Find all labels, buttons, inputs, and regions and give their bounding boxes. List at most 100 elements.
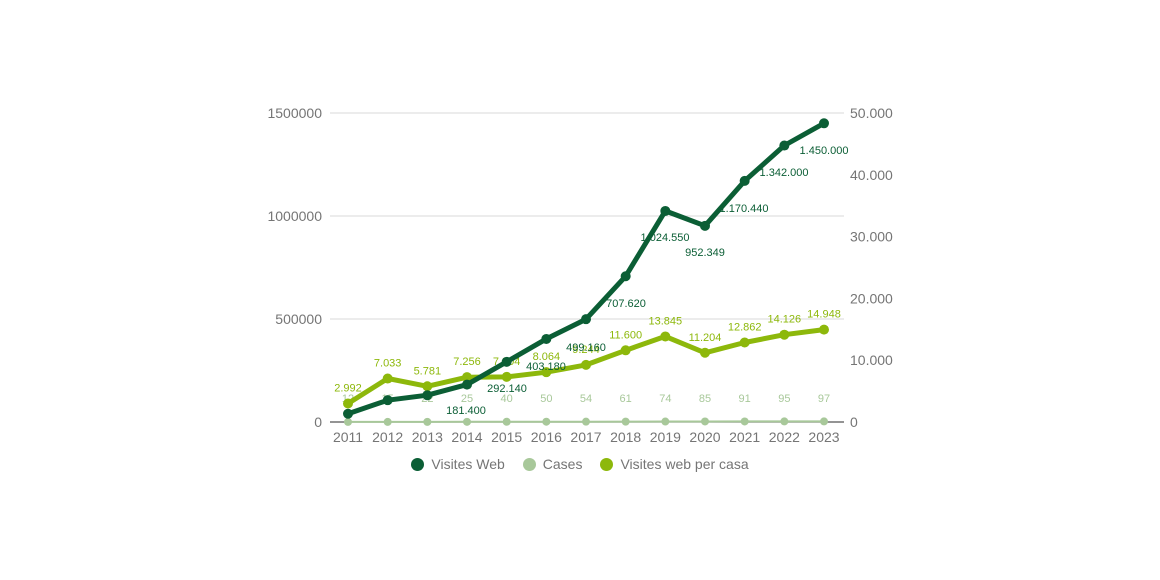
data-point — [343, 398, 353, 409]
legend-item-visites-web-per-casa[interactable]: Visites web per casa — [600, 456, 749, 472]
data-point — [502, 417, 511, 426]
data-point — [581, 359, 591, 370]
y-right-tick-label: 0 — [850, 414, 858, 430]
data-point — [343, 408, 353, 419]
data-label: 54 — [580, 393, 592, 405]
legend-swatch-cases — [522, 457, 536, 471]
data-label: 9.244 — [572, 344, 600, 356]
data-label: 50 — [540, 393, 552, 405]
data-label: 7.033 — [374, 358, 402, 370]
data-point — [501, 356, 512, 367]
y-left-tick-label: 1500000 — [267, 105, 322, 121]
data-label: 25 — [461, 393, 473, 405]
data-label: 1.450.000 — [800, 145, 849, 157]
data-point — [582, 417, 590, 426]
legend-label-cases: Cases — [542, 456, 583, 472]
data-label: 292.140 — [487, 383, 527, 395]
data-point — [463, 417, 471, 426]
y-right-tick-label: 30.000 — [850, 229, 893, 245]
data-point — [501, 371, 512, 382]
data-point — [462, 379, 472, 390]
y-right-tick-label: 50.000 — [850, 105, 893, 121]
data-label: 12.862 — [728, 322, 762, 334]
data-label: 11.600 — [609, 329, 642, 341]
x-tick-label: 2016 — [531, 429, 562, 445]
data-point — [780, 417, 789, 426]
data-point — [779, 329, 790, 340]
data-point — [700, 220, 710, 231]
x-tick-label: 2017 — [570, 429, 601, 445]
y-right-tick-label: 40.000 — [850, 167, 893, 183]
data-point — [344, 417, 352, 426]
y-right-tick-label: 10.000 — [850, 352, 893, 368]
x-tick-label: 2011 — [333, 429, 363, 445]
data-point — [462, 372, 472, 383]
data-label: 91 — [739, 393, 751, 405]
data-label: 952.349 — [685, 247, 725, 259]
data-point — [739, 337, 750, 348]
data-label: 14.126 — [768, 314, 802, 326]
legend-label-visites-web-per-casa: Visites web per casa — [620, 456, 749, 472]
data-label: 1.342.000 — [760, 167, 809, 179]
data-label: 1.170.440 — [720, 203, 769, 215]
data-point — [779, 140, 790, 151]
data-label: 7.256 — [453, 356, 481, 368]
data-point — [820, 417, 828, 426]
legend-swatch-visites-web — [411, 457, 425, 471]
x-tick-label: 2012 — [372, 429, 403, 445]
legend-item-visites-web[interactable]: Visites Web — [411, 456, 505, 472]
data-point — [620, 345, 631, 356]
data-point — [701, 417, 709, 426]
data-point — [422, 390, 433, 401]
data-label: 403.180 — [526, 361, 566, 373]
data-point — [660, 205, 671, 216]
data-label: 2.992 — [334, 383, 362, 395]
data-point — [581, 314, 591, 325]
data-label: 181.400 — [446, 405, 486, 417]
data-label: 74 — [659, 393, 671, 405]
data-label: 5.781 — [414, 365, 442, 377]
data-label: 61 — [620, 393, 632, 405]
x-tick-label: 2023 — [808, 429, 839, 445]
data-point — [541, 367, 552, 378]
data-point — [620, 271, 631, 282]
data-label: 40 — [501, 393, 513, 405]
legend-label-visites-web: Visites Web — [431, 456, 505, 472]
data-point — [383, 417, 392, 426]
y-left-tick-label: 1000000 — [267, 208, 322, 224]
data-label: 13.845 — [649, 315, 683, 327]
data-point — [541, 333, 552, 344]
data-label: 707.620 — [606, 298, 646, 310]
data-point — [819, 324, 829, 335]
x-tick-label: 2022 — [769, 429, 800, 445]
x-tick-label: 2015 — [491, 429, 522, 445]
data-point — [661, 417, 670, 426]
x-tick-label: 2019 — [650, 429, 681, 445]
legend-item-cases[interactable]: Cases — [522, 456, 583, 472]
data-point — [819, 118, 829, 129]
x-tick-label: 2018 — [610, 429, 641, 445]
data-point — [740, 417, 749, 426]
data-point — [739, 175, 750, 186]
data-point — [422, 381, 433, 392]
legend: Visites Web Cases Visites web per casa — [0, 456, 1160, 472]
y-left-tick-label: 500000 — [275, 311, 322, 327]
data-point — [423, 417, 432, 426]
x-tick-label: 2020 — [689, 429, 720, 445]
x-tick-label: 2021 — [729, 429, 760, 445]
data-point — [382, 373, 393, 384]
legend-swatch-visites-web-per-casa — [600, 457, 614, 471]
x-tick-label: 2013 — [412, 429, 443, 445]
y-right-tick-label: 20.000 — [850, 290, 893, 306]
data-point — [382, 395, 393, 406]
data-label: 8.064 — [533, 351, 561, 363]
data-label: 95 — [778, 393, 790, 405]
data-label: 1 — [385, 395, 391, 407]
data-label: 499.160 — [566, 342, 606, 354]
x-tick-label: 2014 — [451, 429, 482, 445]
data-label: 11.204 — [689, 332, 722, 344]
data-point — [700, 347, 710, 358]
data-label: 97 — [818, 393, 830, 405]
